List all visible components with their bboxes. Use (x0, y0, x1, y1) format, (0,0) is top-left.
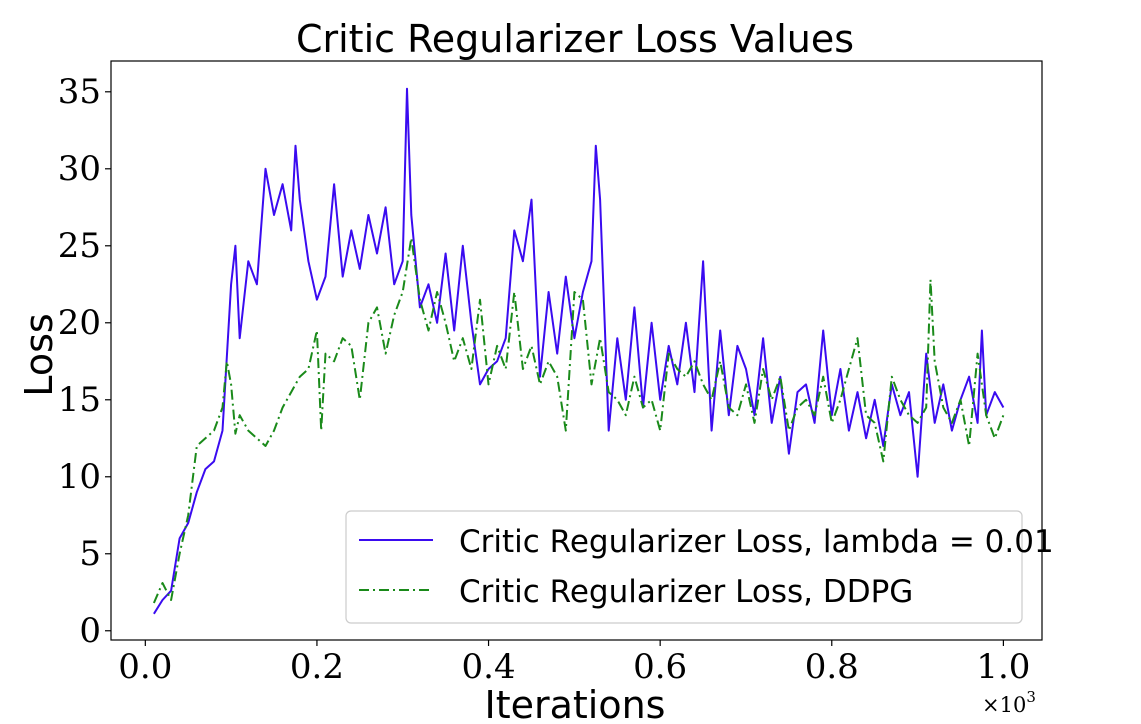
y-tick-label: 20 (58, 303, 101, 343)
chart-title: Critic Regularizer Loss Values (296, 17, 854, 61)
legend-frame (345, 510, 1023, 624)
y-tick-label: 35 (58, 72, 101, 112)
y-axis-label: Loss (17, 313, 61, 396)
y-tick-label: 30 (58, 149, 101, 189)
series-layer (152, 87, 1005, 615)
x-axis-multiplier: ×103 (982, 688, 1036, 717)
legend-label-lambda: Critic Regularizer Loss, lambda = 0.01 (459, 524, 1054, 560)
x-tick-label: 1.0 (976, 647, 1030, 687)
plot-area (110, 60, 1043, 641)
legend: Critic Regularizer Loss, lambda = 0.01 C… (345, 510, 1054, 624)
legend-label-ddpg: Critic Regularizer Loss, DDPG (459, 574, 913, 610)
x-tick-label: 0.6 (633, 647, 687, 687)
x-axis: 0.0 0.2 0.4 0.6 0.8 1.0 (118, 640, 1030, 687)
y-tick-label: 25 (58, 226, 101, 266)
y-axis: 0 5 10 15 20 25 30 35 (58, 72, 111, 651)
series-line-ddpg (152, 237, 1005, 604)
x-tick-label: 0.4 (462, 647, 516, 687)
x-axis-label: Iterations (485, 683, 666, 724)
series-line-lambda (153, 87, 1005, 615)
y-tick-label: 5 (79, 534, 101, 574)
x-tick-label: 0.2 (290, 647, 344, 687)
y-tick-label: 10 (58, 457, 101, 497)
x-tick-label: 0.0 (118, 647, 172, 687)
y-tick-label: 15 (58, 380, 101, 420)
y-tick-label: 0 (79, 611, 101, 651)
x-tick-label: 0.8 (805, 647, 859, 687)
